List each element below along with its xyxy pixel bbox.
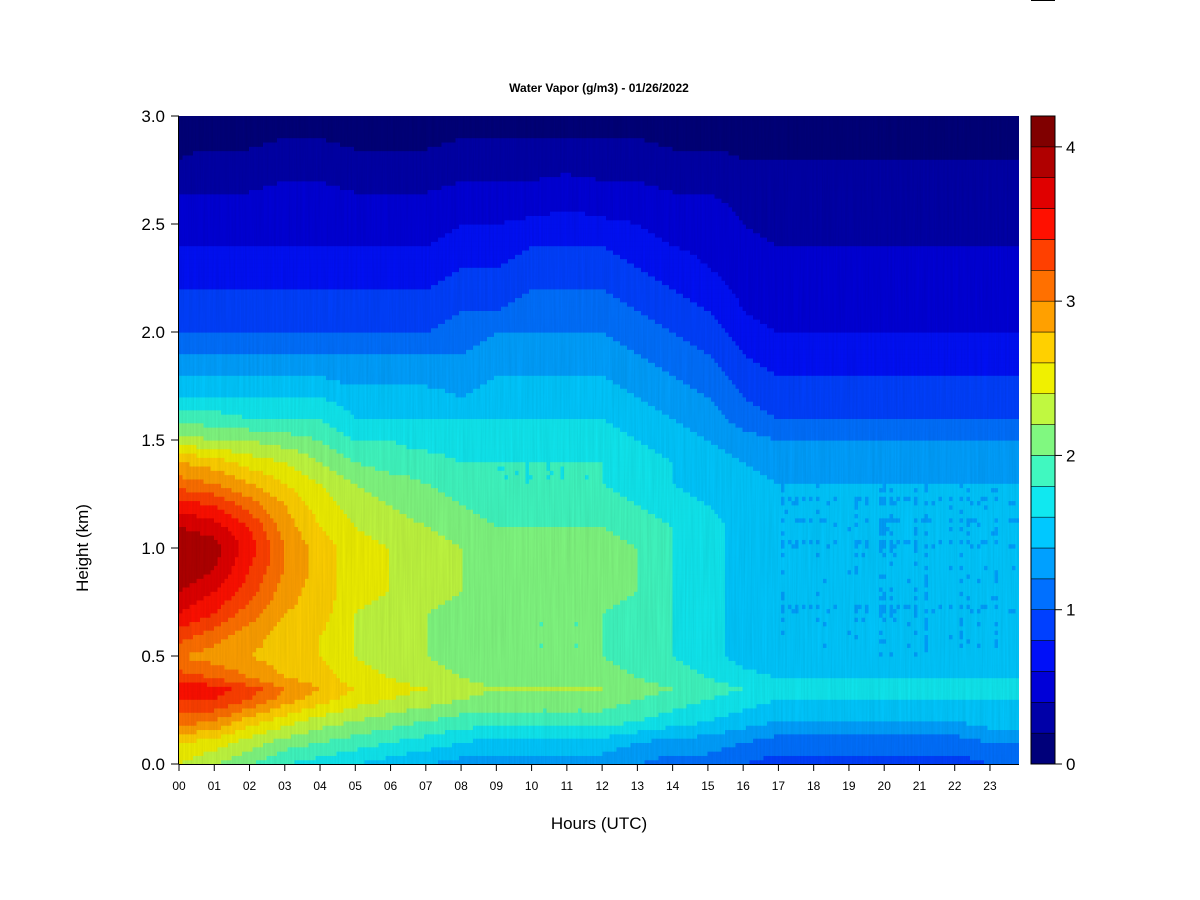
corner-mark — [1031, 0, 1055, 1]
